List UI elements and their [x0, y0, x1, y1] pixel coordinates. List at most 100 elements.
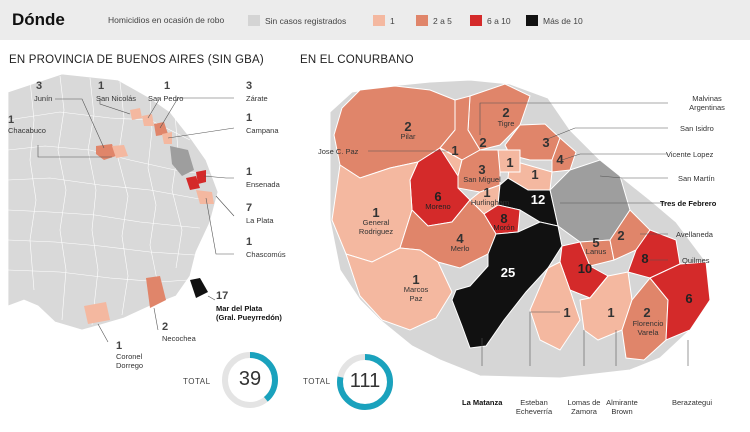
count-san-pedro: 1: [164, 80, 171, 92]
label-marcos-paz-2: Paz: [409, 294, 423, 303]
label-florencio-varela-2: Varela: [637, 328, 659, 337]
count-esteban-echeverria: 1: [563, 305, 571, 320]
label-chascomus: Chascomús: [246, 250, 286, 259]
label-moreno: Moreno: [425, 202, 451, 211]
legend-item-2-5: 2 a 5: [416, 15, 452, 26]
count-general-rodriguez: 1: [372, 205, 380, 220]
label-tigre: Tigre: [497, 119, 515, 128]
legend-swatch: [526, 15, 538, 26]
label-san-miguel: San Miguel: [463, 175, 501, 184]
label-junin: Junín: [34, 94, 53, 103]
count-san-martin: 1: [531, 167, 539, 182]
conurbano-leader-lines: [368, 102, 689, 366]
label-lomas-de-zamora-2: Zamora: [571, 407, 597, 416]
count-san-isidro: 3: [542, 135, 550, 150]
section-heading-provincia: EN PROVINCIA DE BUENOS AIRES (SIN GBA): [9, 54, 264, 66]
count-chacabuco: 1: [8, 114, 15, 126]
legend-swatch: [373, 15, 385, 26]
district-unnamed: [497, 149, 521, 173]
count-moron: 8: [500, 211, 508, 226]
district-junin: [96, 144, 116, 160]
label-merlo: Merlo: [450, 244, 470, 253]
legend-swatch: [470, 15, 482, 26]
label-tres-de-febrero: Tres de Febrero: [660, 199, 717, 208]
district-la-plata: [186, 176, 200, 190]
label-berazategui: Berazategui: [672, 398, 713, 407]
total-label-provincia: TOTAL: [183, 377, 211, 386]
label-avellaneda: Avellaneda: [676, 230, 713, 239]
total-label-conurbano: TOTAL: [303, 377, 331, 386]
label-moron: Morón: [493, 223, 515, 232]
count-lomas-de-zamora: 10: [577, 261, 593, 276]
count-marcos-paz: 1: [412, 272, 420, 287]
count-tres-de-febrero: 12: [530, 192, 546, 207]
count-tigre: 2: [502, 105, 510, 120]
district-esteban-echeverria: [529, 261, 581, 351]
label-ensenada: Ensenada: [246, 180, 280, 189]
count-lanus: 5: [592, 235, 600, 250]
legend-item-none: Sin casos registrados: [248, 15, 346, 26]
count-florencio-varela: 2: [643, 305, 651, 320]
district-berazategui: [649, 261, 711, 341]
district-mar-del-plata: [190, 278, 208, 298]
district-zarate: [154, 122, 168, 136]
district-necochea: [146, 276, 166, 308]
label-almirante-brown: Almirante: [606, 398, 638, 407]
label-campana: Campana: [246, 126, 279, 135]
label-pilar: Pilar: [400, 132, 416, 141]
page-title: Dónde: [12, 10, 65, 29]
count-la-plata: 7: [246, 202, 253, 214]
district-ensenada: [196, 170, 206, 184]
label-florencio-varela: Florencio: [632, 319, 664, 328]
district-campana: [162, 132, 172, 144]
count-merlo: 4: [456, 231, 464, 246]
label-marcos-paz: Marcos: [403, 285, 429, 294]
district-chascomus: [196, 190, 214, 204]
label-la-matanza: La Matanza: [462, 398, 503, 407]
label-general-rodriguez: General: [362, 218, 390, 227]
legend-item-1: 1: [373, 15, 395, 26]
label-esteban-echeverria: Esteban: [520, 398, 548, 407]
count-san-miguel: 3: [478, 162, 486, 177]
district-vicente-lopez: [551, 137, 577, 173]
legend-caption: Homicidios en ocasión de robo: [108, 15, 225, 25]
label-coronel-dorrego-2: Dorrego: [116, 361, 144, 370]
label-quilmes: Quilmes: [682, 256, 710, 265]
count-jose-c-paz: 1: [451, 143, 459, 158]
legend-swatch: [416, 15, 428, 26]
district-san-nicolas: [130, 108, 142, 120]
count-pilar: 2: [404, 119, 412, 134]
count-quilmes: 8: [641, 251, 649, 266]
district-coronel-dorrego: [84, 302, 110, 324]
label-la-plata: La Plata: [246, 216, 274, 225]
count-unnamed: 1: [506, 155, 514, 170]
district-san-pedro: [142, 114, 154, 126]
total-ring-conurbano: [337, 354, 393, 410]
legend-item-6-10: 6 a 10: [470, 15, 511, 26]
label-necochea: Necochea: [162, 334, 196, 343]
total-value-conurbano: 111: [349, 370, 381, 392]
count-avellaneda: 2: [617, 228, 625, 243]
label-general-rodriguez-2: Rodriguez: [358, 227, 394, 236]
label-malvinas-2: Argentinas: [689, 103, 725, 112]
label-lomas-de-zamora: Lomas de: [567, 398, 601, 407]
legend-item-over-10: Más de 10: [526, 15, 583, 26]
count-hurlingham: 1: [483, 185, 491, 200]
district-la-matanza: [451, 221, 563, 349]
legend-swatch: [248, 15, 260, 26]
label-lanus: Lanus: [585, 247, 607, 256]
label-jose-c-paz: Jose C. Paz: [318, 147, 359, 156]
count-coronel-dorrego: 1: [116, 340, 123, 352]
total-ring-provincia: [222, 352, 278, 408]
label-chacabuco: Chacabuco: [8, 126, 46, 135]
label-vicente-lopez: Vicente Lopez: [666, 150, 714, 159]
label-san-isidro: San Isidro: [680, 124, 714, 133]
province-leader-lines: [37, 97, 235, 343]
label-esteban-echeverria-2: Echeverría: [515, 407, 553, 416]
conurbano-districts: [331, 83, 711, 361]
count-la-matanza: 25: [500, 265, 516, 280]
count-malvinas: 2: [479, 135, 487, 150]
total-value-provincia: 39: [238, 368, 262, 390]
section-heading-conurbano: EN EL CONURBANO: [300, 54, 414, 66]
label-almirante-brown-2: Brown: [611, 407, 633, 416]
